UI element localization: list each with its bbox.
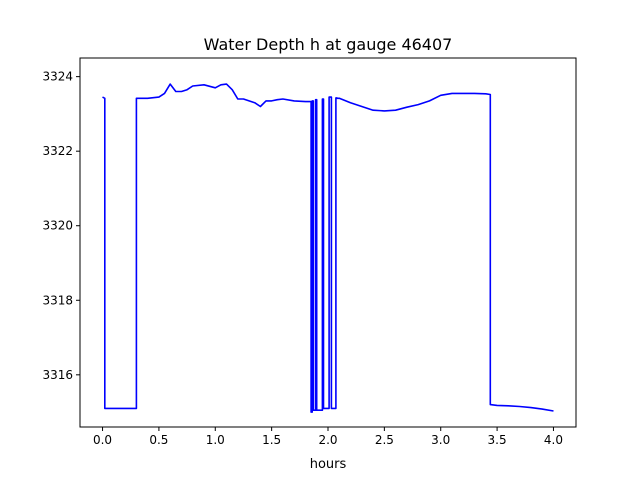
x-tick-label: 2.5 (375, 433, 394, 447)
y-axis: 3316 3318 3320 3322 3324 (42, 70, 80, 382)
y-tick-label: 3322 (42, 144, 73, 158)
plot-area (102, 83, 554, 413)
x-tick-label: 1.5 (262, 433, 281, 447)
y-tick-label: 3318 (42, 293, 73, 307)
series-line (102, 83, 554, 413)
plot-frame (79, 57, 577, 428)
x-tick-label: 3.0 (431, 433, 450, 447)
y-tick-label: 3324 (42, 70, 73, 84)
x-tick-label: 0.5 (149, 433, 168, 447)
x-axis-label: hours (310, 457, 347, 472)
y-tick-label: 3316 (42, 368, 73, 382)
chart-title: Water Depth h at gauge 46407 (204, 35, 453, 54)
x-tick-label: 0.0 (93, 433, 112, 447)
x-tick-label: 1.0 (206, 433, 225, 447)
y-tick-label: 3320 (42, 219, 73, 233)
x-axis: 0.0 0.5 1.0 1.5 2.0 2.5 3.0 3.5 4.0 (93, 427, 563, 447)
x-tick-label: 2.0 (318, 433, 337, 447)
x-tick-label: 4.0 (544, 433, 563, 447)
x-tick-label: 3.5 (488, 433, 507, 447)
